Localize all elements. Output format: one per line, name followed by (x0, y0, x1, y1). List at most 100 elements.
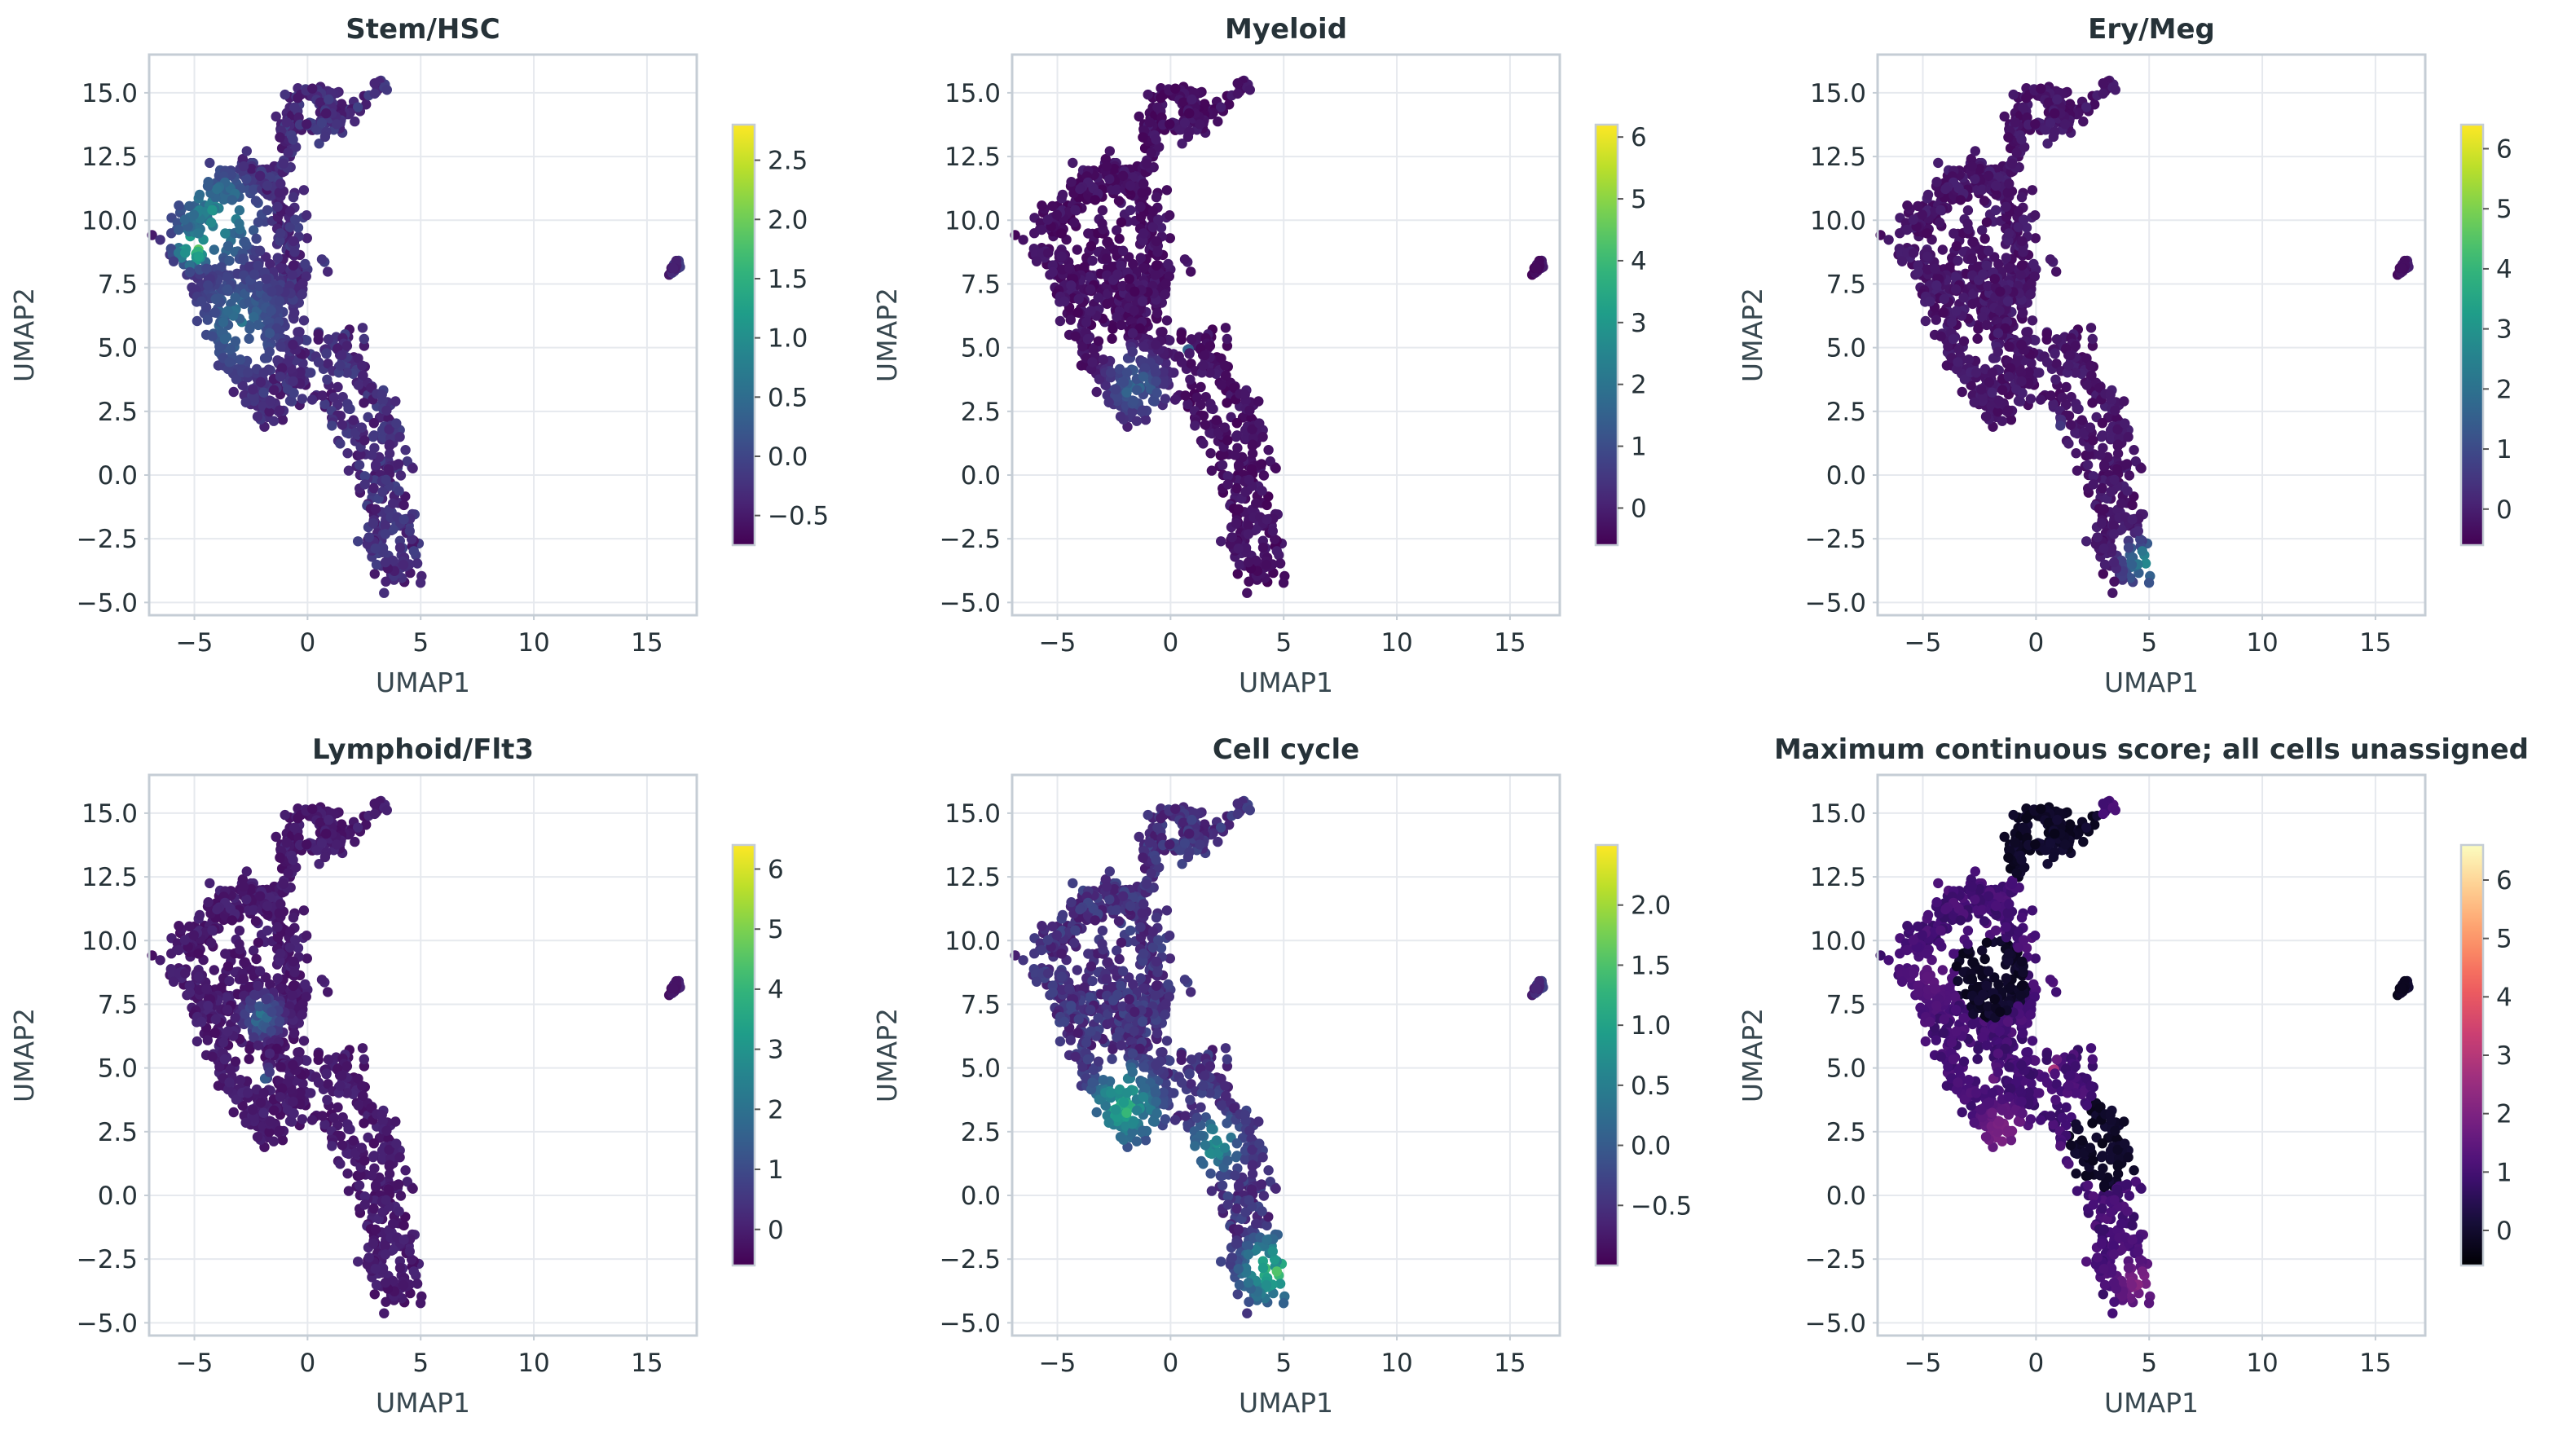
data-point (1186, 359, 1196, 369)
data-point (210, 293, 221, 305)
data-point (316, 254, 328, 265)
colorbar-tick-label: 0.5 (768, 383, 808, 412)
data-point (2070, 341, 2081, 351)
data-point (180, 248, 191, 258)
colorbar-tick-label: 4 (1631, 247, 1647, 276)
data-point (380, 520, 390, 531)
data-point (1244, 85, 1256, 95)
data-point (1065, 315, 1077, 325)
data-point (224, 357, 235, 368)
data-point (1200, 350, 1210, 361)
colorbar-tick-label: 6 (2496, 134, 2512, 164)
data-point (275, 405, 285, 416)
data-point (209, 244, 219, 255)
data-point (1079, 262, 1090, 273)
data-point (264, 328, 275, 339)
data-point (297, 1114, 308, 1125)
data-point (1993, 328, 2004, 339)
data-point (1246, 464, 1257, 474)
data-point (1966, 380, 1976, 390)
data-point (394, 486, 404, 496)
data-point (293, 222, 304, 233)
data-point (2082, 460, 2094, 470)
data-point (2088, 479, 2098, 490)
data-point (408, 1266, 419, 1277)
data-point (224, 975, 235, 987)
data-point (1935, 331, 1946, 341)
data-point (1111, 184, 1122, 195)
data-point (2018, 246, 2028, 257)
data-point (1981, 260, 1992, 271)
plot-frame (148, 53, 698, 617)
y-tick-label: 12.5 (81, 143, 138, 172)
data-point (271, 323, 282, 334)
data-point (1978, 269, 1988, 279)
data-point (390, 1116, 401, 1127)
data-point (2081, 380, 2092, 390)
data-point (1152, 102, 1163, 112)
y-tick-label: −2.5 (940, 525, 1001, 554)
data-point (2063, 360, 2074, 371)
data-point (2099, 559, 2111, 570)
data-point (2087, 333, 2098, 345)
data-point (2095, 450, 2106, 460)
data-point (1109, 164, 1120, 174)
data-point (1247, 439, 1258, 450)
data-point (368, 518, 379, 529)
data-point (1966, 253, 1977, 264)
data-point (234, 205, 245, 216)
data-point (357, 323, 368, 333)
data-point (244, 333, 254, 344)
data-point (377, 486, 388, 497)
data-point (241, 174, 252, 184)
data-point (390, 396, 401, 407)
data-point (234, 925, 245, 936)
data-point (1206, 465, 1218, 476)
data-point (2127, 514, 2138, 525)
data-point (207, 1051, 218, 1062)
data-point (174, 921, 184, 931)
data-point (359, 479, 370, 490)
data-point (379, 1308, 390, 1318)
data-point (2028, 258, 2039, 270)
data-point (1987, 368, 1998, 378)
x-tick-label: 0 (300, 628, 316, 658)
data-point (1220, 360, 1231, 371)
data-point (1169, 394, 1181, 405)
x-tick-label: −5 (1904, 628, 1942, 658)
data-point (2016, 260, 2028, 271)
data-point (1073, 293, 1084, 305)
data-point (2041, 328, 2052, 340)
data-point (1902, 224, 1913, 235)
data-point (1117, 245, 1129, 256)
data-point (1997, 416, 2008, 426)
data-point (1151, 134, 1161, 145)
data-point (1220, 323, 1231, 333)
data-point (168, 976, 179, 988)
data-point (287, 990, 297, 1001)
data-point (2133, 526, 2143, 536)
y-tick-label: 5.0 (1826, 334, 1866, 363)
data-point (354, 460, 365, 470)
panel-title: Stem/HSC (346, 13, 500, 46)
data-point (1198, 438, 1209, 449)
data-point (1233, 544, 1244, 554)
data-point (1930, 263, 1940, 274)
data-point (368, 482, 379, 494)
data-point (179, 935, 191, 945)
data-point (2107, 588, 2118, 598)
data-point (1254, 418, 1265, 429)
data-point (1261, 559, 1272, 570)
data-point (1134, 111, 1144, 122)
data-point (2105, 390, 2116, 400)
data-point (1070, 331, 1081, 341)
data-point (288, 388, 299, 398)
data-point (1118, 170, 1129, 181)
data-point (1161, 185, 1173, 196)
data-point (1064, 263, 1075, 274)
data-point (2051, 266, 2062, 277)
data-point (1138, 262, 1149, 274)
data-point (1206, 403, 1217, 414)
data-point (216, 262, 227, 273)
data-point (1116, 217, 1127, 227)
